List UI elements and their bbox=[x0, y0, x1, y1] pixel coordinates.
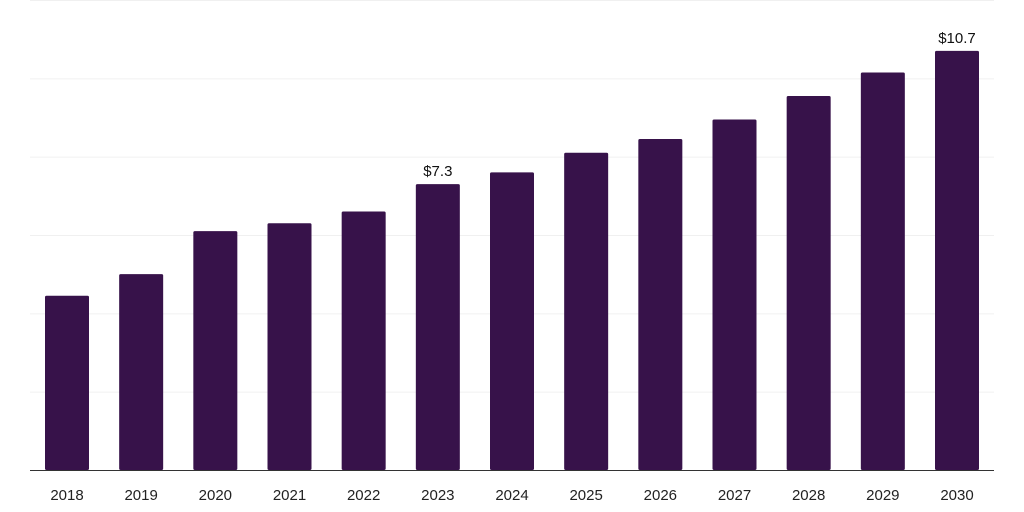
x-tick-label: 2021 bbox=[273, 487, 306, 504]
bar-2018[interactable] bbox=[45, 295, 89, 470]
bar-2028[interactable] bbox=[786, 95, 831, 470]
x-tick-label: 2030 bbox=[940, 487, 973, 504]
bar-2019[interactable] bbox=[119, 274, 164, 470]
x-tick-labels: 2018 2019 2020 2021 2022 2023 2024 2025 2026 2027… bbox=[50, 487, 973, 504]
x-tick-label: 2019 bbox=[124, 487, 157, 504]
bar-2027[interactable] bbox=[712, 119, 757, 470]
x-tick-label: 2024 bbox=[495, 487, 528, 504]
data-label-2023: $7.3 bbox=[423, 163, 452, 180]
bar-2023[interactable] bbox=[415, 184, 460, 471]
x-tick-label: 2028 bbox=[792, 487, 825, 504]
x-tick-label: 2025 bbox=[569, 487, 602, 504]
bar-2024[interactable] bbox=[490, 172, 534, 471]
x-tick-label: 2027 bbox=[718, 487, 751, 504]
bar-2025[interactable] bbox=[564, 152, 609, 470]
bar-2030[interactable] bbox=[935, 50, 979, 471]
x-tick-label: 2020 bbox=[199, 487, 232, 504]
bar-2022[interactable] bbox=[341, 211, 386, 471]
x-tick-label: 2026 bbox=[644, 487, 677, 504]
data-labels: $7.3 $10.7 bbox=[423, 30, 976, 180]
bars bbox=[45, 50, 979, 471]
bar-2021[interactable] bbox=[267, 223, 312, 470]
bar-2020[interactable] bbox=[193, 231, 238, 470]
x-tick-label: 2022 bbox=[347, 487, 380, 504]
x-tick-label: 2029 bbox=[866, 487, 899, 504]
data-label-2030: $10.7 bbox=[938, 30, 976, 47]
x-tick-label: 2018 bbox=[50, 487, 83, 504]
bar-2029[interactable] bbox=[860, 72, 905, 470]
bar-2026[interactable] bbox=[638, 139, 683, 470]
x-tick-label: 2023 bbox=[421, 487, 454, 504]
